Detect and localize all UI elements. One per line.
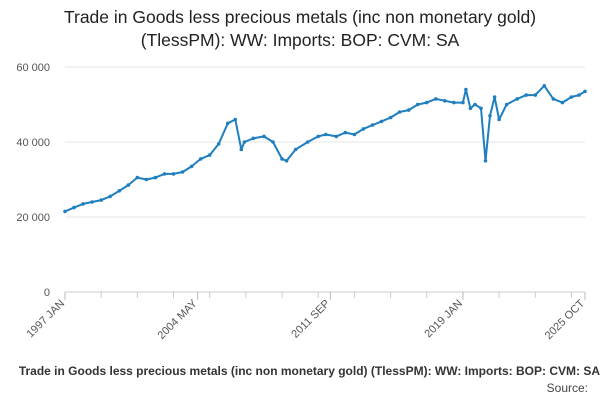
x-tick-label: 2019 JAN	[422, 298, 465, 341]
data-point	[406, 108, 411, 112]
data-point	[434, 97, 438, 101]
data-point	[226, 121, 230, 126]
data-point	[464, 87, 468, 92]
data-point	[492, 95, 497, 99]
x-tick-label: 1997 JAN	[24, 298, 67, 341]
data-point	[461, 100, 465, 105]
data-point	[497, 117, 501, 122]
data-point	[126, 183, 131, 187]
data-point	[180, 170, 185, 174]
data-point	[90, 200, 94, 204]
data-point	[473, 102, 477, 107]
data-point	[397, 110, 402, 114]
data-point	[242, 140, 247, 144]
data-point	[284, 159, 289, 163]
data-point	[361, 127, 366, 131]
data-point	[135, 175, 140, 180]
data-point	[370, 123, 375, 127]
data-point	[316, 134, 321, 139]
data-point	[483, 159, 488, 163]
x-tick-label: 2025 OCT	[543, 297, 588, 342]
data-point	[468, 106, 473, 111]
data-point	[99, 198, 103, 202]
data-point	[117, 189, 122, 193]
data-point	[415, 102, 420, 107]
data-point	[189, 164, 194, 169]
plot-area	[63, 84, 587, 214]
data-point	[233, 117, 238, 122]
data-point	[81, 202, 85, 206]
data-point	[488, 114, 492, 118]
y-tick-label: 20 000	[16, 212, 50, 224]
data-point	[560, 100, 565, 105]
data-point	[171, 172, 176, 176]
footer-series-title: Trade in Goods less precious metals (inc…	[18, 364, 600, 378]
y-tick-label: 60 000	[16, 62, 50, 74]
data-point	[108, 194, 112, 199]
data-point	[424, 100, 429, 105]
data-point	[533, 93, 538, 97]
series-line	[64, 84, 586, 213]
data-point	[198, 157, 203, 161]
data-point	[577, 93, 581, 97]
data-point	[504, 102, 509, 107]
data-point	[251, 136, 256, 141]
data-point	[352, 132, 357, 137]
data-point	[271, 140, 275, 144]
data-point	[207, 153, 212, 157]
data-point	[388, 115, 393, 120]
data-point	[515, 97, 519, 101]
source-label: Source:	[546, 381, 588, 395]
data-point	[334, 134, 339, 139]
x-tick-label: 2011 SEP	[289, 298, 332, 341]
data-point	[324, 132, 328, 137]
data-point	[443, 99, 447, 103]
data-point	[524, 93, 528, 97]
data-point	[583, 89, 587, 94]
data-point	[293, 147, 298, 152]
data-point	[542, 84, 547, 88]
chart-title: Trade in Goods less precious metals (inc…	[63, 7, 537, 50]
data-point	[305, 140, 310, 144]
data-point	[63, 209, 67, 214]
data-point	[569, 95, 574, 99]
data-point	[551, 97, 556, 101]
x-axis: 1997 JAN 2004 MAY 2011 SEP 2019 JAN 2025 OCT	[24, 291, 588, 342]
x-tick-label: 2004 MAY	[156, 297, 201, 342]
gridlines	[65, 66, 585, 218]
data-point	[452, 100, 456, 105]
data-point	[216, 142, 221, 146]
data-point	[239, 147, 244, 152]
y-tick-label: 0	[44, 287, 50, 299]
data-point	[379, 119, 384, 124]
y-axis: 0 20 000 40 000 60 000	[16, 62, 50, 299]
data-point	[343, 130, 348, 135]
data-point	[280, 157, 284, 161]
data-point	[162, 172, 167, 176]
data-point	[144, 177, 149, 182]
data-point	[72, 205, 76, 210]
y-tick-label: 40 000	[16, 137, 50, 149]
data-point	[479, 106, 483, 111]
data-point	[262, 134, 266, 139]
data-point	[153, 175, 158, 180]
